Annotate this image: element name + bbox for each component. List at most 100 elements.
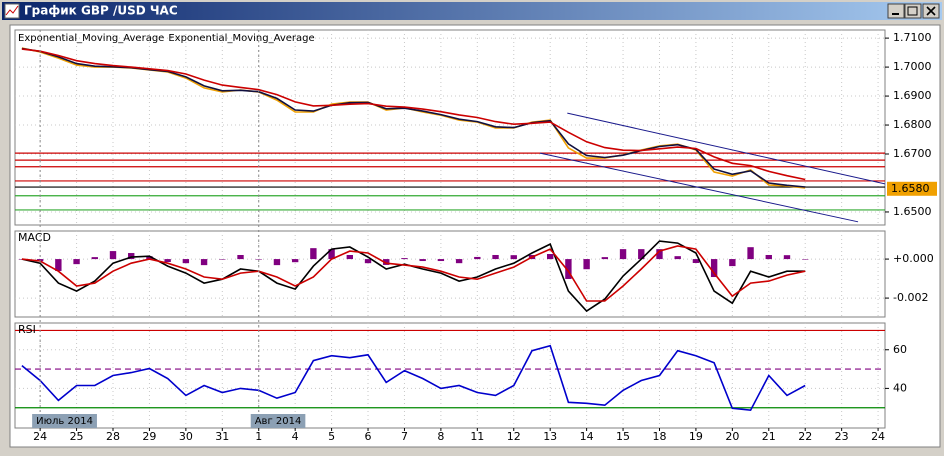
y-tick-label: -0.002 [893,291,928,304]
y-tick-label: 1.6900 [893,89,932,102]
histogram-bar [182,259,190,264]
histogram-bar [200,259,208,266]
histogram-bar [747,247,754,260]
histogram-bar [291,259,299,263]
trend-line [567,112,885,185]
x-tick-label: 30 [179,430,193,443]
histogram-bar [765,254,772,260]
x-tick-label: 24 [871,430,885,443]
minimize-button[interactable] [887,3,905,19]
histogram-bar [656,249,663,260]
y-tick-label: 1.7000 [893,60,932,73]
histogram-bar [783,255,791,260]
y-tick-label: 1.7100 [893,31,932,44]
x-tick-label: 28 [106,430,120,443]
period-label: Июль 2014 [36,416,93,427]
panel [14,29,886,226]
x-tick-label: 14 [580,430,594,443]
x-tick-label: 25 [70,430,84,443]
histogram-bar [437,259,445,262]
histogram-bar [547,254,554,260]
histogram-bar [164,259,171,263]
x-tick-label: 18 [652,430,666,443]
histogram-bar [565,259,572,279]
histogram-bar [364,259,372,264]
x-tick-label: 24 [33,430,47,443]
last-price-label: 1.6580 [891,182,930,195]
histogram-bar [273,259,281,266]
title-bar [2,2,942,20]
period-box [32,414,97,428]
histogram-bar [674,256,681,260]
y-tick-label: 1.6700 [893,147,932,160]
histogram-bar [73,259,80,265]
series-line [21,47,806,188]
window-icon [4,3,20,19]
close-button[interactable] [922,3,940,19]
panel-title: MACD [18,231,51,244]
window-title: График GBP /USD ЧАС [24,4,178,18]
x-tick-label: 1 [255,430,262,443]
histogram-bar [328,249,335,260]
x-tick-label: 21 [762,430,776,443]
histogram-bar [255,259,262,260]
x-tick-label: 29 [142,430,156,443]
histogram-bar [346,254,353,260]
histogram-bar [455,259,463,264]
histogram-bar [237,254,244,260]
histogram-bar [128,253,135,260]
x-tick-label: 5 [328,430,335,443]
series-line [21,344,806,412]
x-tick-label: 22 [798,430,812,443]
histogram-bar [55,259,62,271]
x-tick-label: 4 [292,430,299,443]
x-tick-label: 7 [401,430,408,443]
x-tick-label: 13 [543,430,557,443]
histogram-bar [583,259,590,270]
histogram-bar [219,259,226,260]
plot [15,231,885,317]
histogram-bar [146,256,153,260]
trend-line [539,152,859,223]
series-line [21,245,806,302]
x-tick-label: 6 [365,430,372,443]
y-tick-label: 60 [893,343,907,356]
x-tick-label: 15 [616,430,630,443]
histogram-bar [419,259,426,262]
period-box [250,414,306,428]
histogram-bar [619,249,627,260]
y-tick-label: 1.6800 [893,118,932,131]
histogram-bar [510,255,517,260]
x-tick-label: 23 [835,430,849,443]
histogram-bar [601,257,609,260]
x-tick-label: 11 [470,430,484,443]
y-tick-label: +0.000 [893,252,934,265]
window-icon-glyph [5,5,19,16]
histogram-bar [401,258,408,260]
y-tick-label: 1.6500 [893,205,932,218]
panel-title: RSI [18,323,36,336]
x-tick-label: 8 [437,430,444,443]
last-price-box [887,181,937,196]
histogram-bar [638,249,645,260]
period-label: Авг 2014 [255,416,302,427]
x-tick-label: 31 [215,430,229,443]
histogram-bar [492,254,499,260]
plot [15,323,885,428]
plot [15,30,885,225]
histogram-bar [474,256,481,260]
series-line [21,48,806,181]
histogram-bar [310,248,317,260]
y-tick-label: 40 [893,381,907,394]
histogram-bar [383,259,390,265]
x-tick-label: 20 [725,430,739,443]
histogram-bar [109,251,117,260]
panel [14,322,886,429]
x-tick-label: 12 [507,430,521,443]
maximize-button[interactable] [904,3,922,19]
histogram-bar [729,259,736,267]
histogram-bar [802,259,809,260]
histogram-bar [692,259,700,263]
legend-entry: Exponential_Moving_Average [18,33,164,44]
